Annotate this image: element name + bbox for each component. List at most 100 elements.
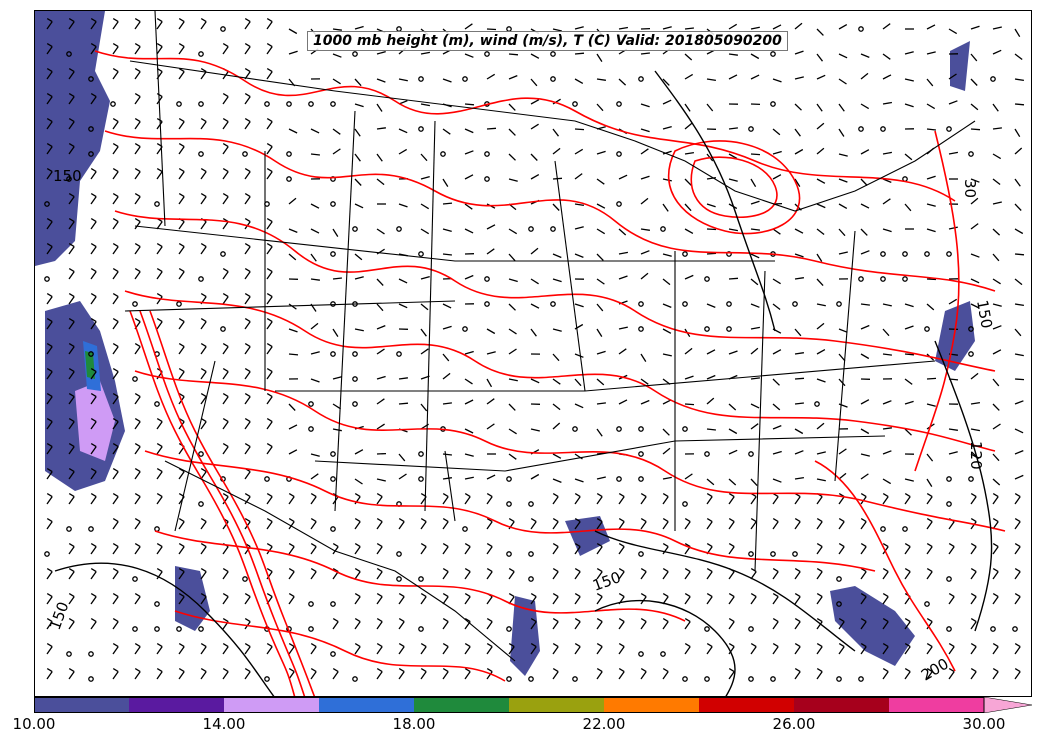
wind-barb-flag [376,493,383,498]
wind-barb-flag [200,568,207,573]
wind-barb-flag [486,618,493,623]
calm-wind-circle [88,126,94,132]
wind-barb [46,671,53,680]
calm-wind-circle [572,676,578,682]
wind-barb-flag [596,668,603,673]
wind-barb [376,571,383,580]
wind-barb [882,53,891,60]
wind-barb [706,78,717,82]
wind-barb [68,596,75,605]
wind-barb-flag [398,518,405,523]
wind-barb-flag [486,493,493,498]
wind-barb [420,228,430,235]
wind-barb-flag [552,643,559,648]
wind-barb [574,453,583,460]
wind-barb-flag [530,518,537,523]
wind-barb [156,46,163,55]
wind-barb [838,472,847,480]
wind-barb-flag [728,493,735,498]
calm-wind-circle [396,351,402,357]
wind-barb [46,146,53,155]
wind-barb-flag [596,543,603,548]
wind-barb [728,521,735,530]
wind-barb [706,646,713,655]
calm-wind-circle [308,101,314,107]
wind-barb [926,621,933,630]
wind-barb [970,621,977,630]
calm-wind-circle [682,676,688,682]
wind-barb [552,478,562,484]
wind-barb [662,99,672,105]
wind-barb [684,53,693,61]
wind-barb [618,348,627,355]
wind-barb [794,178,801,187]
wind-barb [46,321,53,330]
temp-contour-8 [174,610,506,682]
wind-barb [1014,521,1021,530]
calm-wind-circle [352,226,358,232]
wind-barb-flag [838,618,845,623]
wind-barb-flag [112,243,119,248]
calm-wind-circle [616,101,622,107]
wind-barb-flag [68,318,75,323]
wind-barb [552,546,559,555]
wind-barb [244,446,251,455]
wind-barb [662,203,669,212]
wind-barb [728,127,738,130]
wind-barb [772,278,781,285]
calm-wind-circle [638,551,644,557]
wind-barb-flag [772,518,779,523]
wind-barb [442,253,452,256]
wind-barb [772,403,781,411]
wind-barb-flag [904,668,911,673]
calm-wind-circle [616,476,622,482]
wind-barb [178,21,185,30]
wind-barb [200,346,207,355]
wind-barb [178,71,185,80]
wind-barb-flag [178,518,185,523]
wind-barb-flag [90,218,97,223]
wind-barb-flag [816,543,823,548]
wind-barb [596,646,603,655]
wind-barb [970,521,977,530]
wind-barb [222,271,229,280]
wind-barb [354,276,364,280]
wind-barb [552,328,562,332]
calm-wind-circle [154,601,160,607]
wind-barb [134,671,141,680]
calm-wind-circle [154,626,160,632]
wind-barb-flag [992,493,999,498]
wind-barb-flag [464,618,471,623]
wind-barb [310,646,317,655]
wind-barb [596,303,604,312]
wind-barb [596,203,606,209]
wind-barb [684,375,694,380]
calm-wind-circle [330,301,336,307]
wind-barb [882,151,893,155]
wind-barb [156,446,163,455]
wind-barb [288,596,295,605]
wind-barb [1014,53,1023,61]
wind-barb [772,621,779,630]
wind-barb-flag [310,643,317,648]
wind-barb [728,671,735,680]
wind-barb [134,521,141,530]
wind-barb [706,397,715,405]
state-line-11 [834,230,856,482]
wind-barb [442,353,450,362]
wind-barb [376,671,383,680]
wind-barb-flag [904,618,911,623]
wind-barb [222,396,229,405]
wind-barb [838,403,848,408]
wind-barb [992,423,1001,430]
wind-barb [816,621,823,630]
wind-barb-flag [112,43,119,48]
wind-barb-flag [266,568,273,573]
wind-barb [156,546,163,555]
wind-barb [1014,353,1024,357]
wind-barb [112,21,119,30]
wind-barb [882,101,893,105]
wind-barb [838,328,848,333]
wind-barb [596,278,605,285]
colorbar-tick-18: 18.00 [392,715,436,733]
